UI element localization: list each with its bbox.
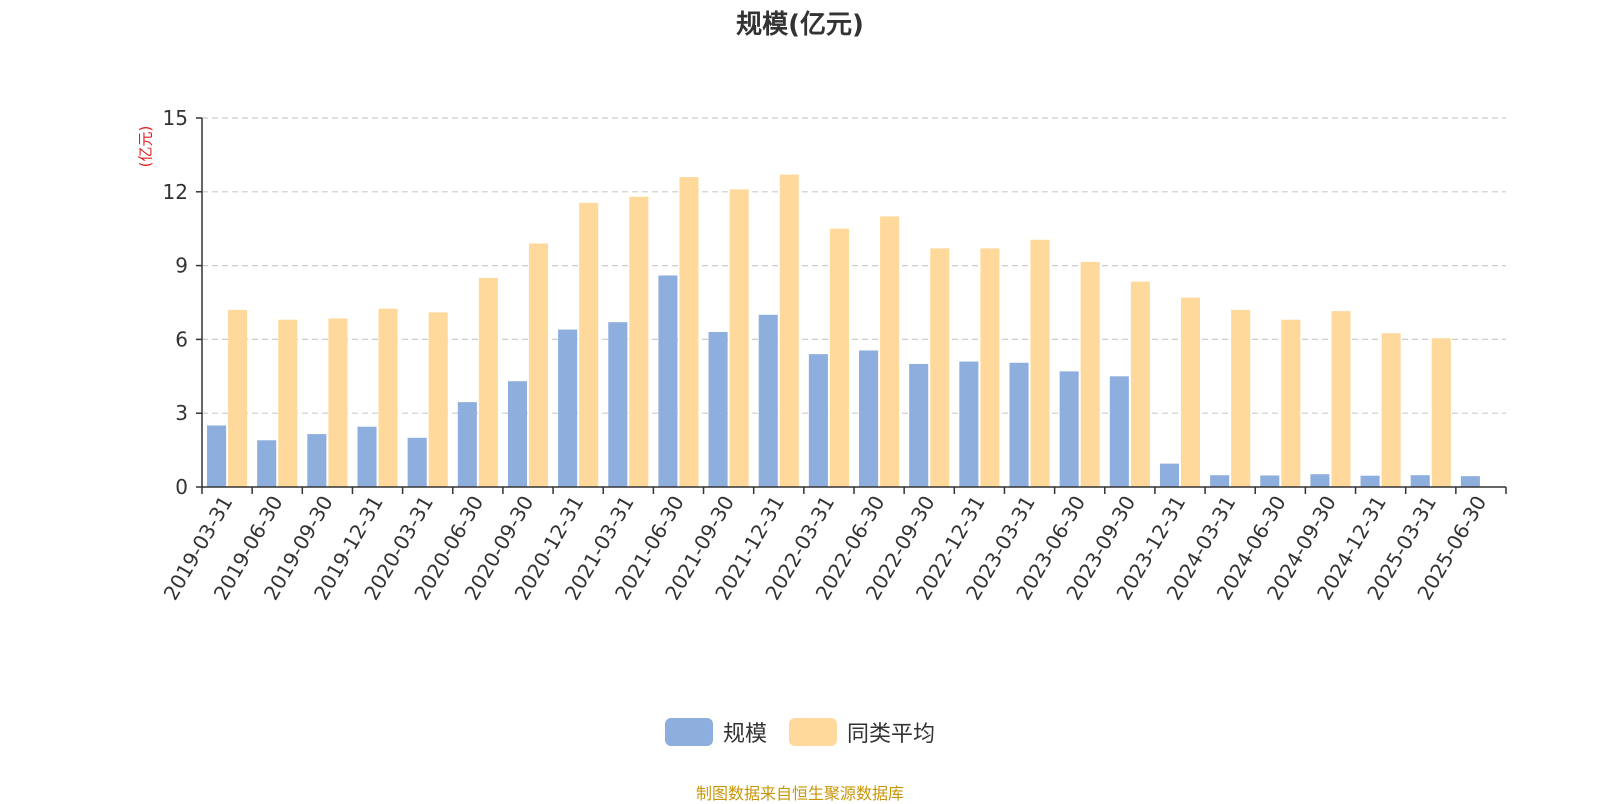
chart-title: 规模(亿元) (736, 10, 864, 40)
bar-series-1 (1009, 362, 1029, 487)
bar-series-2 (829, 228, 849, 487)
bar-series-1 (558, 329, 578, 487)
bar-series-2 (1381, 333, 1401, 487)
y-tick-label: 3 (175, 401, 188, 425)
bar-series-1 (658, 275, 678, 487)
legend-label-series-2: 同类平均 (847, 722, 936, 747)
bar-series-2 (679, 177, 699, 488)
bar-series-2 (729, 189, 749, 487)
bar-series-1 (457, 402, 477, 487)
legend-item-series-1[interactable]: 规模 (664, 716, 767, 748)
bar-series-2 (1431, 338, 1451, 487)
bar-series-2 (478, 277, 498, 487)
bar-series-2 (880, 216, 900, 487)
legend-label-series-1: 规模 (722, 722, 767, 747)
y-tick-label: 15 (163, 106, 188, 130)
bar-series-1 (1460, 476, 1480, 487)
bar-series-1 (257, 440, 277, 487)
bar-series-2 (1281, 319, 1301, 487)
bar-series-1 (1059, 371, 1079, 487)
bar-series-1 (808, 354, 828, 487)
bar-series-2 (378, 308, 398, 487)
bar-series-1 (959, 361, 979, 487)
bar-series-2 (428, 312, 448, 487)
bar-series-1 (1109, 376, 1129, 487)
y-tick-label: 6 (175, 327, 188, 351)
bar-series-1 (207, 425, 227, 487)
y-tick-label: 0 (175, 475, 188, 499)
bar-series-1 (407, 437, 427, 487)
bar-series-2 (1181, 297, 1201, 487)
bar-series-2 (1080, 261, 1100, 487)
y-tick-label: 9 (175, 254, 188, 278)
bar-series-1 (1159, 463, 1179, 487)
bar-series-2 (1030, 239, 1050, 487)
bar-series-1 (357, 426, 377, 487)
bar-series-2 (779, 174, 799, 487)
bar-series-2 (629, 196, 649, 487)
bar-series-2 (1331, 311, 1351, 487)
bar-series-1 (708, 332, 728, 487)
source-note: 制图数据来自恒生聚源数据库 (695, 784, 904, 803)
bar-series-1 (307, 434, 327, 487)
bar-series-2 (579, 202, 599, 487)
bar-series-1 (1260, 475, 1280, 487)
bar-series-1 (1410, 475, 1430, 487)
legend-swatch-series-1 (664, 718, 713, 746)
bar-series-1 (1360, 475, 1380, 487)
legend-item-series-2[interactable]: 同类平均 (789, 716, 935, 748)
bar-series-1 (608, 322, 628, 487)
bar-series-1 (758, 314, 778, 487)
bar-series-1 (1210, 475, 1230, 487)
bar-series-1 (507, 381, 527, 487)
bar-series-2 (328, 318, 348, 487)
bar-series-2 (228, 309, 248, 487)
legend-swatch-series-2 (789, 718, 837, 746)
bar-series-1 (909, 364, 929, 487)
bar-series-2 (278, 319, 298, 487)
bar-series-2 (930, 248, 950, 487)
bar-series-2 (1231, 309, 1251, 487)
bar-series-2 (980, 248, 1000, 487)
bar-series-1 (859, 350, 879, 487)
y-tick-label: 12 (163, 180, 188, 204)
bar-series-1 (1310, 474, 1330, 487)
legend: 规模 同类平均 (0, 716, 1600, 748)
bar-series-2 (529, 243, 549, 487)
bar-series-2 (1130, 281, 1150, 487)
